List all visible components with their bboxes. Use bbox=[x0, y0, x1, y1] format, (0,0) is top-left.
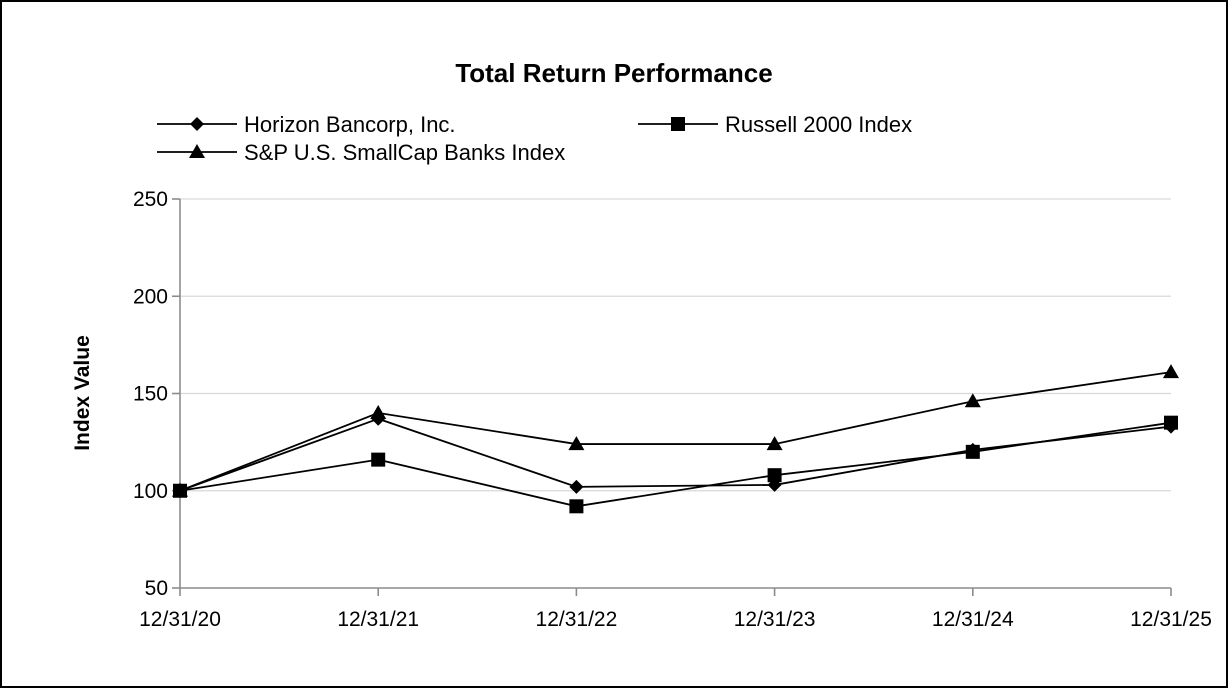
y-tick-label: 150 bbox=[133, 383, 168, 406]
gridlines bbox=[180, 198, 1171, 492]
x-tick-label: 12/31/25 bbox=[1130, 608, 1212, 631]
y-axis-label: Index Value bbox=[71, 335, 94, 451]
data-point-triangle bbox=[766, 436, 783, 451]
y-tick-label: 50 bbox=[145, 577, 168, 600]
data-point-square bbox=[767, 468, 782, 483]
data-point-triangle bbox=[1163, 364, 1179, 379]
legend-marker-diamond bbox=[190, 117, 204, 131]
legend-marker-triangle bbox=[189, 144, 205, 158]
data-point-triangle bbox=[964, 393, 981, 408]
data-point-square bbox=[1164, 415, 1178, 430]
x-tick-label: 12/31/23 bbox=[734, 608, 816, 631]
data-point-diamond bbox=[569, 479, 584, 494]
legend-item: Russell 2000 Index bbox=[638, 112, 912, 137]
data-point-triangle bbox=[370, 404, 387, 419]
series-2 bbox=[173, 415, 1178, 514]
x-tick-label: 12/31/22 bbox=[536, 608, 618, 631]
series-1 bbox=[173, 411, 1178, 498]
series-line bbox=[179, 421, 1172, 508]
legend-item: S&P U.S. SmallCap Banks Index bbox=[157, 140, 565, 165]
y-tick-label: 100 bbox=[133, 480, 168, 503]
x-tick-label: 12/31/24 bbox=[932, 608, 1014, 631]
legend-item: Horizon Bancorp, Inc. bbox=[157, 112, 456, 137]
series-group bbox=[172, 364, 1179, 514]
legend-label: S&P U.S. SmallCap Banks Index bbox=[244, 140, 565, 165]
legend: Horizon Bancorp, Inc. Russell 2000 Index S… bbox=[157, 112, 912, 165]
y-tick-label: 250 bbox=[133, 188, 168, 211]
data-point-square bbox=[965, 444, 980, 459]
x-tick-label: 12/31/20 bbox=[139, 608, 221, 631]
data-point-square bbox=[371, 452, 386, 467]
y-tick-label: 200 bbox=[133, 285, 168, 308]
data-point-triangle bbox=[172, 482, 188, 497]
series-line bbox=[179, 371, 1172, 492]
legend-label: Horizon Bancorp, Inc. bbox=[244, 112, 456, 137]
series-line bbox=[179, 417, 1172, 492]
y-axis-ticks: 50 100 150 200 250 bbox=[133, 188, 180, 600]
legend-label: Russell 2000 Index bbox=[725, 112, 912, 137]
data-point-square bbox=[569, 499, 584, 514]
series-3 bbox=[172, 364, 1179, 497]
chart-title: Total Return Performance bbox=[455, 58, 772, 88]
x-tick-label: 12/31/21 bbox=[337, 608, 419, 631]
data-point-triangle bbox=[568, 436, 585, 451]
legend-marker-square bbox=[671, 117, 685, 131]
x-axis-ticks: 12/31/20 12/31/21 12/31/22 12/31/23 12/31/24… bbox=[139, 588, 1212, 631]
